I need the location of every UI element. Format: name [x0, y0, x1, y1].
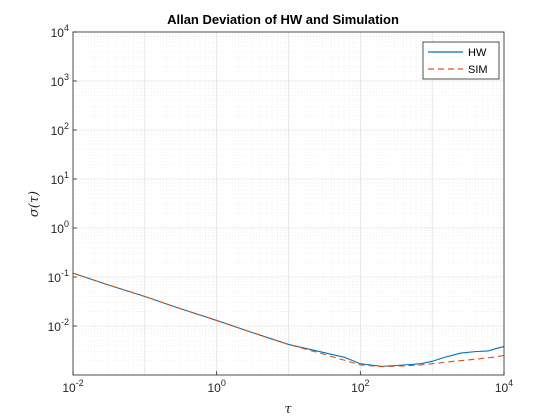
- x-tick-label: 104: [495, 378, 513, 395]
- x-axis-label: τ: [284, 402, 292, 417]
- series-line-hw: [72, 272, 505, 367]
- x-tick-label: 10-2: [62, 378, 83, 395]
- plot-frame: [72, 31, 505, 376]
- legend-sim-label: SIM: [468, 64, 488, 76]
- axis-ticks: 10-2 100 102 104 10-2 10-1 100 101 102 103 104: [48, 23, 514, 395]
- series-line-sim: [72, 272, 505, 368]
- y-axis-label: σ(τ): [27, 191, 42, 217]
- y-tick-label: 10-2: [48, 317, 69, 334]
- y-tick-label: 10-1: [48, 268, 69, 285]
- x-tick-label: 100: [207, 378, 225, 395]
- y-tick-label: 104: [51, 23, 69, 40]
- legend-box: [422, 41, 500, 80]
- legend-hw-label: HW: [468, 47, 487, 59]
- legend: HW SIM: [422, 41, 500, 80]
- x-tick-label: 102: [351, 378, 369, 395]
- chart-title: Allan Deviation of HW and Simulation: [167, 12, 399, 27]
- y-tick-label: 102: [51, 121, 69, 138]
- minor-grid: [73, 32, 504, 375]
- y-tick-label: 100: [51, 219, 69, 236]
- y-tick-label: 101: [51, 170, 69, 187]
- y-tick-label: 103: [51, 72, 69, 89]
- series-layer: [72, 272, 505, 368]
